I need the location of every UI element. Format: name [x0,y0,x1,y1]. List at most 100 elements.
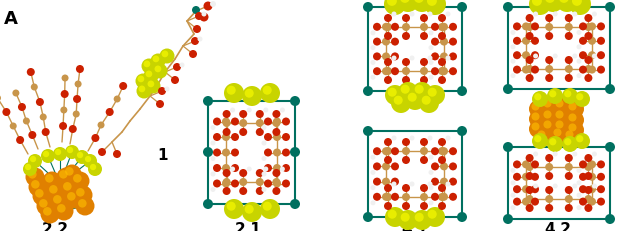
Circle shape [273,180,281,188]
Circle shape [392,136,397,141]
Circle shape [545,66,553,74]
Circle shape [402,138,410,146]
Circle shape [424,0,446,16]
Circle shape [76,188,84,197]
Circle shape [51,193,70,212]
Circle shape [382,163,390,171]
Circle shape [373,38,381,46]
Circle shape [56,168,76,187]
Circle shape [392,56,397,61]
Circle shape [564,33,573,41]
Circle shape [239,187,247,195]
Circle shape [565,131,573,139]
Circle shape [282,180,290,188]
Circle shape [223,187,230,195]
Circle shape [579,161,587,169]
Circle shape [579,38,587,46]
Circle shape [74,186,93,205]
Circle shape [391,193,399,201]
Circle shape [73,174,82,183]
Circle shape [513,185,521,193]
Circle shape [273,169,280,177]
Circle shape [58,122,67,131]
Circle shape [192,7,200,15]
Circle shape [420,33,428,41]
Circle shape [173,64,181,72]
Circle shape [246,108,252,113]
Circle shape [431,178,439,186]
Circle shape [126,83,134,91]
Circle shape [411,0,433,13]
Circle shape [597,23,605,31]
Circle shape [145,71,152,78]
Text: 4.2: 4.2 [545,221,572,231]
Circle shape [231,149,239,157]
Circle shape [545,163,553,171]
Circle shape [425,86,445,106]
Circle shape [231,134,239,141]
Circle shape [202,12,207,17]
Circle shape [431,148,439,155]
Circle shape [420,147,428,155]
Circle shape [211,172,216,177]
Circle shape [597,161,605,169]
Circle shape [224,84,244,103]
Circle shape [577,193,582,198]
Circle shape [410,182,415,187]
Circle shape [577,180,582,185]
Circle shape [371,155,376,160]
Circle shape [513,38,521,46]
Circle shape [223,178,230,186]
Circle shape [410,12,415,17]
Circle shape [513,52,521,60]
Circle shape [152,64,168,79]
Circle shape [282,134,290,141]
Circle shape [382,68,390,76]
Circle shape [431,24,439,32]
Circle shape [503,3,513,13]
Circle shape [154,66,161,73]
Text: 2.2: 2.2 [42,221,68,231]
Circle shape [256,128,264,137]
Circle shape [415,85,424,94]
Circle shape [35,189,44,198]
Circle shape [273,178,280,186]
Circle shape [420,184,428,192]
Circle shape [564,24,573,32]
Circle shape [76,197,95,216]
Circle shape [53,147,67,161]
Circle shape [579,66,587,74]
Circle shape [15,103,23,112]
Circle shape [256,119,264,128]
Circle shape [391,94,411,113]
Circle shape [28,154,42,168]
Circle shape [402,68,410,76]
Circle shape [109,109,118,116]
Circle shape [579,52,587,60]
Circle shape [538,131,545,139]
Circle shape [419,94,439,113]
Circle shape [262,187,266,192]
Circle shape [384,33,392,41]
Circle shape [574,92,590,108]
Circle shape [564,172,573,180]
Circle shape [438,202,446,210]
Circle shape [529,0,551,16]
Circle shape [152,56,159,63]
Circle shape [431,38,439,46]
Circle shape [547,137,563,152]
Circle shape [63,165,81,184]
Circle shape [511,205,515,210]
Circle shape [392,182,397,187]
Circle shape [513,161,521,169]
Circle shape [191,38,199,46]
Circle shape [522,23,530,31]
Circle shape [440,178,448,186]
Circle shape [577,31,582,36]
Circle shape [412,83,432,103]
Circle shape [179,63,184,68]
Circle shape [597,38,605,46]
Circle shape [438,24,446,32]
Circle shape [78,199,86,208]
Circle shape [213,164,221,172]
